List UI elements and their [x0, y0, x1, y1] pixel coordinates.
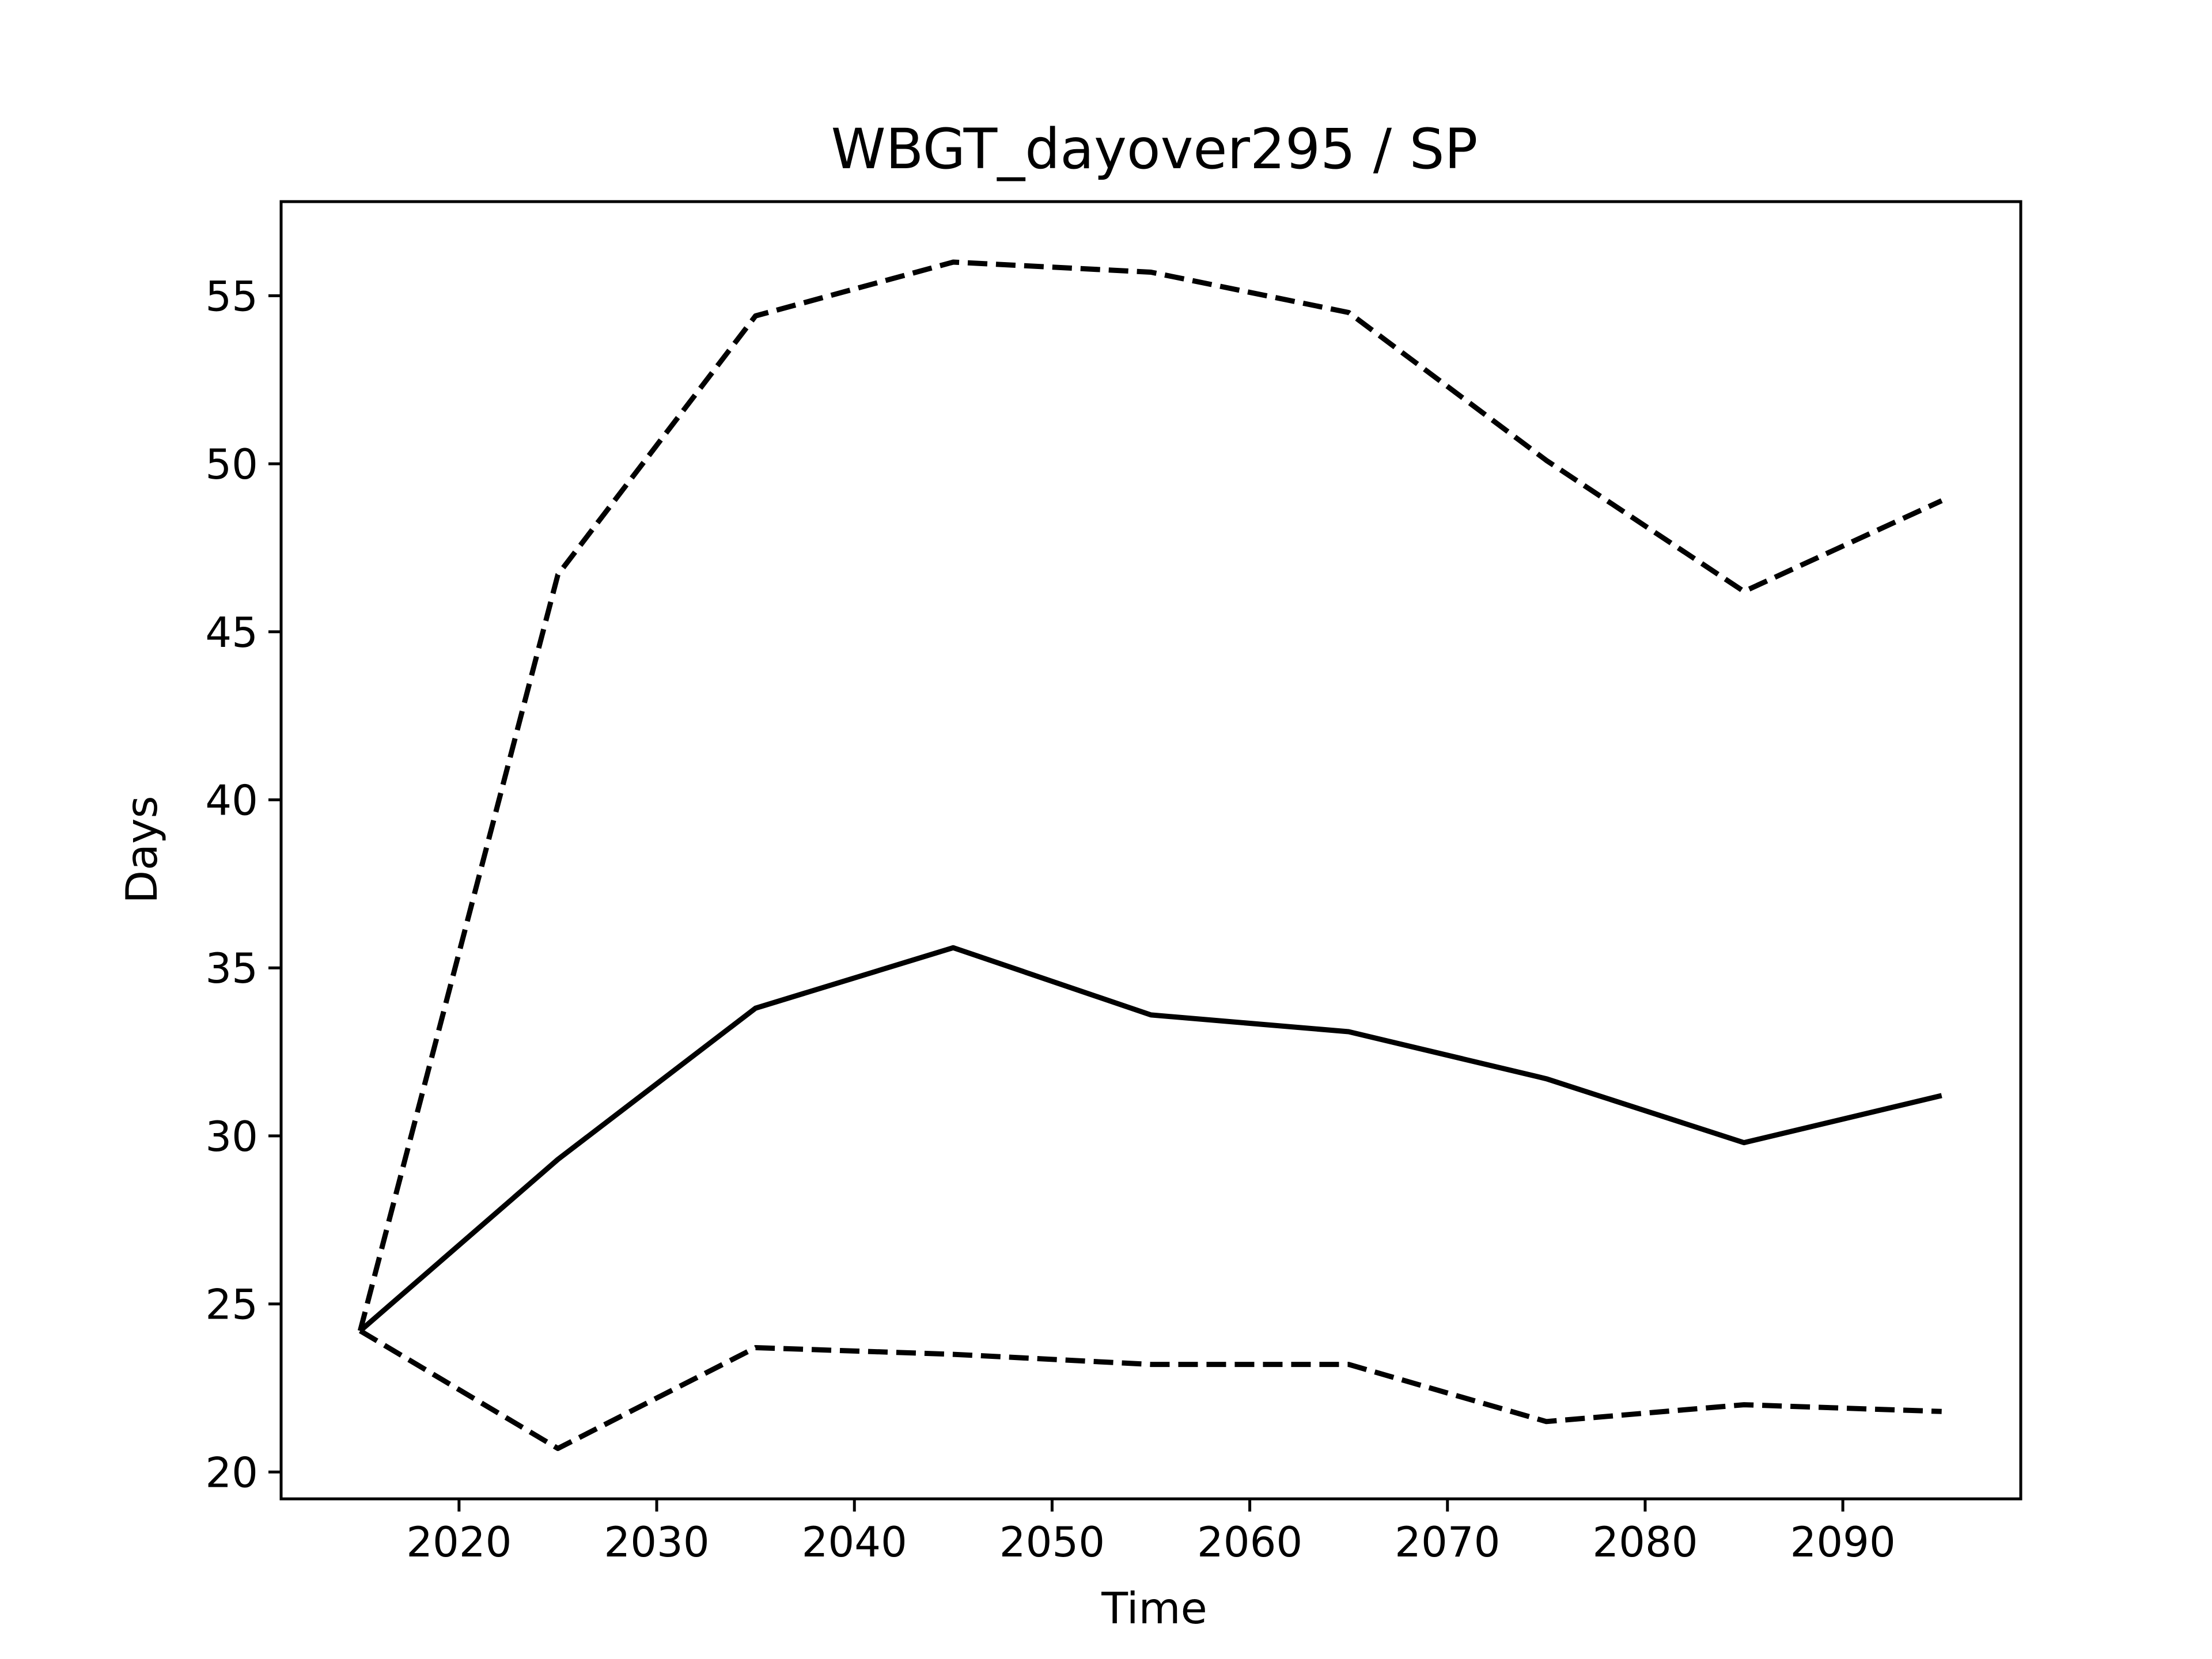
- series-layer: [357, 259, 1943, 1451]
- plot-frame: [279, 200, 2022, 1501]
- y-tick-label: 55: [205, 272, 258, 320]
- y-tick-label: 50: [205, 440, 258, 488]
- series-line-1: [357, 259, 1943, 1332]
- x-axis: 2020 2030 2040 2050 2060 2070 2080 2090: [406, 1499, 1896, 1566]
- x-tick-label: 2070: [1395, 1518, 1500, 1566]
- y-tick-label: 20: [205, 1448, 258, 1497]
- x-tick-label: 2020: [406, 1518, 512, 1566]
- y-tick-label: 25: [205, 1281, 258, 1329]
- x-tick-label: 2030: [604, 1518, 709, 1566]
- y-tick-label: 30: [205, 1112, 258, 1161]
- x-tick-label: 2080: [1592, 1518, 1698, 1566]
- x-tick-label: 2050: [999, 1518, 1105, 1566]
- y-tick-label: 40: [205, 776, 258, 824]
- series-line-3: [358, 1328, 1942, 1451]
- y-axis: 20 25 30 35 40 45 50 55: [205, 272, 281, 1497]
- x-tick-label: 2060: [1197, 1518, 1302, 1566]
- y-axis-label: Days: [116, 796, 167, 903]
- x-axis-label: Time: [1101, 1583, 1207, 1634]
- chart-title: WBGT_dayover295 / SP: [831, 117, 1478, 181]
- x-tick-label: 2090: [1790, 1518, 1896, 1566]
- x-tick-label: 2040: [802, 1518, 907, 1566]
- y-tick-label: 35: [205, 944, 258, 993]
- y-tick-label: 45: [205, 608, 258, 657]
- series-line-2: [358, 945, 1942, 1333]
